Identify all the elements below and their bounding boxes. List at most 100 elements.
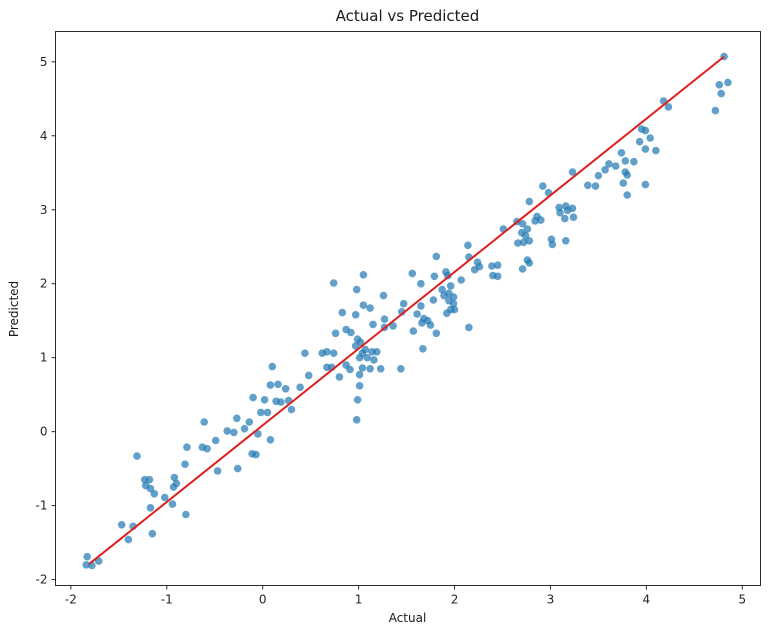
scatter-point [277,398,285,406]
scatter-point [82,561,90,569]
scatter-point [203,444,211,453]
scatter-point [146,484,155,493]
scatter-point [376,365,385,373]
scatter-point [715,81,724,89]
scatter-point [172,479,181,488]
scatter-point [83,552,91,561]
scatter-point [449,293,458,301]
fit-line [88,55,725,565]
scatter-point [450,305,459,314]
scatter-point [438,285,446,294]
scatter-point [548,240,557,249]
scatter-point [641,145,650,153]
scatter-point [369,320,377,329]
scatter-point [493,272,502,281]
scatter-point [397,365,405,373]
scatter-point [568,204,577,213]
scatter-point [254,430,262,438]
y-tick-label: 1 [40,351,48,365]
scatter-point [257,408,265,417]
y-tick-label: -2 [36,573,48,587]
scatter-point [465,323,473,332]
scatter-point [623,191,631,199]
scatter-point [133,452,141,460]
scatter-point [518,220,527,228]
scatter-point [556,208,564,217]
scatter-point [514,239,522,247]
scatter-point [475,262,484,271]
scatter-point [274,380,282,389]
scatter-point [263,408,272,417]
scatter-point [358,364,367,372]
scatter-point [346,365,354,374]
y-tick-label: 5 [40,55,48,69]
scatter-point [389,322,397,330]
scatter-point [296,383,304,392]
y-tick-label: 0 [40,425,48,439]
x-tick-label: 4 [643,593,651,607]
x-tick-label: 0 [259,593,267,607]
scatter-point [245,418,254,426]
scatter-point [363,353,372,362]
scatter-point [646,134,654,142]
scatter-point [233,464,242,473]
y-tick-label: -1 [36,499,48,513]
y-tick-label: 3 [40,203,48,217]
scatter-point [352,416,361,424]
scatter-point [444,271,452,280]
scatter-point [266,436,275,444]
scatter-point [493,261,502,270]
scatter-point [150,490,159,498]
scatter-point [200,418,208,426]
scatter-point [373,348,381,356]
scatter-point [523,225,532,233]
scatter-point [230,428,238,437]
scatter-point [233,414,241,423]
scatter-point [601,166,609,174]
scatter-point [408,269,417,278]
scatter-point [525,197,534,206]
scatter-point [117,521,126,529]
y-tick-label: 2 [40,277,48,291]
scatter-point [331,329,340,338]
scatter-point [304,371,313,380]
scatter-point [266,381,275,389]
scatter-point [488,262,496,270]
scatter-point [419,345,427,353]
x-tick-label: -2 [65,593,77,607]
scatter-point [591,182,600,190]
scatter-point [635,137,644,146]
scatter-point [464,241,472,250]
scatter-point [518,265,527,273]
scatter-point [355,370,364,379]
x-tick-label: 2 [451,593,459,607]
scatter-point [594,171,603,180]
scatter-point [449,299,458,308]
scatter-point [537,216,545,224]
scatter-point [568,168,577,176]
x-tick-label: 5 [738,593,746,607]
scatter-point [211,436,220,445]
scatter-point [148,529,157,538]
scatter-point [268,362,277,371]
scatter-point [182,510,190,519]
scatter-point [525,259,534,267]
scatter-point [724,78,732,87]
scatter-point [359,301,368,310]
scatter-point [652,146,660,155]
x-tick-label: -1 [161,593,173,607]
scatter-point [370,356,378,364]
y-axis-label: Predicted [7,280,21,338]
scatter-point [281,385,290,393]
scatter-point [223,427,231,435]
x-tick-label: 3 [547,593,555,607]
scatter-point [426,321,435,329]
scatter-point [409,327,418,335]
scatter-point [359,271,368,279]
scatter-point [366,304,374,312]
scatter-point [525,237,534,245]
scatter-point [457,276,466,284]
scatter-point [641,126,650,135]
scatter-point [399,299,408,308]
